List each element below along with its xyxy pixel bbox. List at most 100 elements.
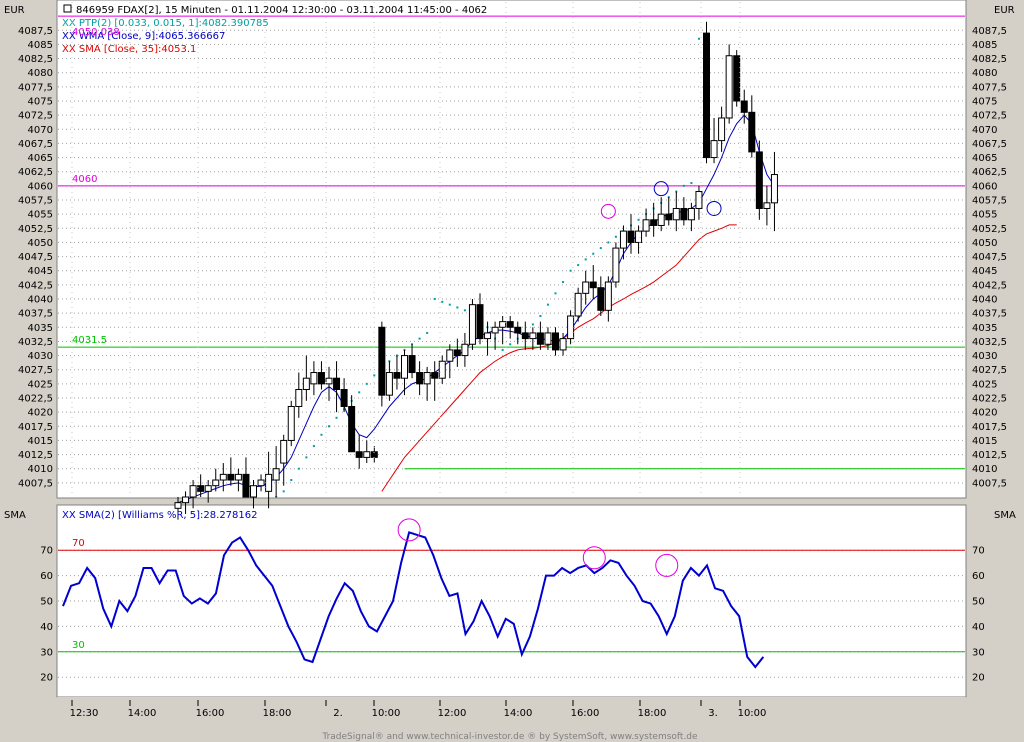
candle[interactable] (740, 89, 748, 124)
candle[interactable] (582, 270, 590, 305)
candle[interactable] (446, 344, 454, 379)
candle[interactable] (325, 366, 333, 401)
candle[interactable] (272, 446, 280, 497)
candle-body (446, 349, 454, 362)
candle-body (619, 230, 627, 249)
candle[interactable] (499, 315, 507, 345)
candle[interactable] (385, 361, 393, 401)
candle[interactable] (438, 355, 446, 384)
candle[interactable] (506, 315, 514, 339)
time-label: 18:00 (638, 708, 667, 719)
candle[interactable] (619, 225, 627, 260)
candle[interactable] (612, 242, 620, 288)
candle-body (536, 332, 544, 345)
candle[interactable] (423, 366, 431, 401)
candle[interactable] (718, 106, 726, 152)
price-panel[interactable] (56, 0, 967, 499)
candle[interactable] (333, 361, 341, 413)
candle[interactable] (589, 265, 597, 299)
candle[interactable] (733, 50, 741, 107)
candle[interactable] (317, 361, 325, 390)
candle[interactable] (514, 321, 522, 345)
candle[interactable] (657, 197, 665, 232)
candle[interactable] (687, 202, 695, 232)
candle[interactable] (521, 321, 529, 350)
candle[interactable] (484, 321, 492, 356)
candle-body (476, 304, 484, 340)
candle[interactable] (453, 338, 461, 367)
candle[interactable] (627, 214, 635, 254)
candle[interactable] (491, 321, 499, 350)
candle[interactable] (234, 468, 242, 492)
price-tick-right: 4055 (972, 210, 997, 221)
candle[interactable] (559, 332, 567, 356)
candle[interactable] (378, 321, 386, 407)
candle[interactable] (340, 378, 348, 413)
candle[interactable] (642, 208, 650, 237)
candle-body (242, 473, 250, 498)
candle[interactable] (770, 151, 778, 232)
candle[interactable] (182, 491, 190, 514)
candle[interactable] (250, 480, 257, 509)
candle[interactable] (302, 355, 310, 401)
candle[interactable] (348, 395, 356, 453)
candle[interactable] (461, 332, 469, 367)
candle[interactable] (355, 434, 363, 469)
candle[interactable] (695, 185, 703, 220)
candle[interactable] (604, 276, 612, 322)
ptp-dot (599, 247, 602, 250)
ptp-dot (426, 331, 429, 334)
candle[interactable] (219, 463, 227, 492)
candle[interactable] (189, 480, 197, 509)
candle[interactable] (393, 355, 401, 390)
candle-body (499, 321, 507, 328)
candle[interactable] (710, 117, 718, 164)
candle[interactable] (763, 185, 771, 226)
candle[interactable] (295, 372, 303, 418)
candle[interactable] (408, 344, 416, 379)
candle[interactable] (755, 140, 763, 220)
price-reference-label: 4060 (72, 174, 97, 185)
candle[interactable] (680, 197, 688, 226)
candle[interactable] (544, 327, 552, 350)
candle[interactable] (597, 276, 605, 316)
candle[interactable] (476, 293, 484, 345)
candle[interactable] (242, 457, 250, 498)
candle[interactable] (567, 310, 575, 345)
price-tick-left: 4012,5 (18, 450, 53, 461)
candle[interactable] (536, 321, 544, 350)
candle[interactable] (665, 197, 673, 226)
price-tick-right: 4060 (972, 181, 997, 192)
candle[interactable] (431, 361, 439, 401)
candle[interactable] (416, 361, 424, 396)
candle[interactable] (174, 497, 182, 520)
indicator-panel[interactable] (56, 504, 967, 698)
time-label: 3. (708, 708, 718, 719)
candle[interactable] (703, 21, 710, 164)
candle[interactable] (672, 191, 680, 232)
candle-body (703, 32, 710, 159)
candle[interactable] (227, 457, 235, 486)
candle[interactable] (197, 474, 205, 497)
candle[interactable] (204, 480, 212, 503)
candle[interactable] (529, 327, 537, 350)
candle[interactable] (725, 44, 733, 124)
candle[interactable] (287, 400, 295, 447)
candle[interactable] (401, 349, 408, 396)
candle[interactable] (552, 327, 559, 356)
candle[interactable] (748, 95, 756, 158)
candle[interactable] (635, 225, 643, 254)
sub-label-left: SMA (4, 510, 26, 521)
price-tick-left: 4022,5 (18, 394, 53, 405)
candle[interactable] (265, 451, 273, 509)
candle[interactable] (650, 202, 658, 237)
candle[interactable] (212, 468, 220, 492)
candle[interactable] (574, 287, 582, 322)
price-tick-left: 4052,5 (18, 224, 53, 235)
candle[interactable] (363, 440, 371, 464)
candle[interactable] (280, 434, 288, 486)
currency-right-label: EUR (994, 5, 1015, 16)
candle[interactable] (310, 361, 318, 396)
candle[interactable] (257, 474, 265, 492)
candle[interactable] (468, 299, 476, 350)
